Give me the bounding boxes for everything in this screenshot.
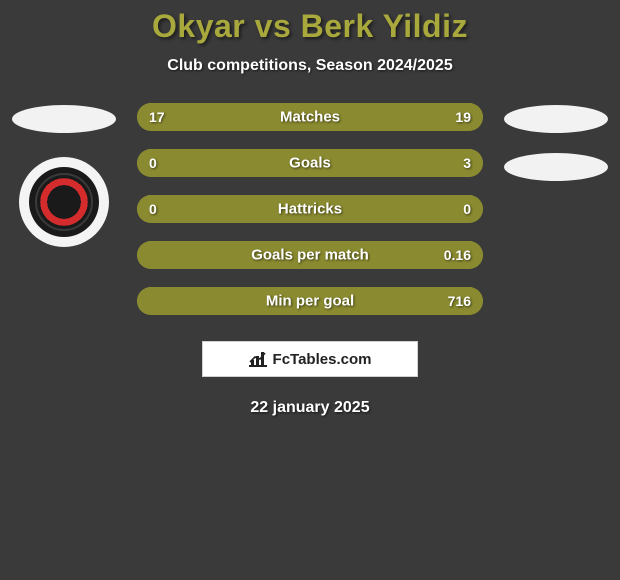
stat-value-right: 19 <box>455 109 471 125</box>
brand-box[interactable]: FcTables.com <box>202 341 418 377</box>
stat-value-left: 17 <box>149 109 165 125</box>
stat-value-right: 3 <box>463 155 471 171</box>
stat-bars: 17 Matches 19 0 Goals 3 0 Hattricks 0 <box>137 103 483 315</box>
player-left-club-badge <box>19 157 109 247</box>
stat-bar-goals: 0 Goals 3 <box>137 149 483 177</box>
stat-bar-goals-per-match: Goals per match 0.16 <box>137 241 483 269</box>
club-badge-icon <box>29 167 99 237</box>
stat-label: Goals <box>289 155 331 172</box>
comparison-card: Okyar vs Berk Yildiz Club competitions, … <box>0 0 620 417</box>
footer-date: 22 january 2025 <box>0 399 620 417</box>
stat-bar-matches: 17 Matches 19 <box>137 103 483 131</box>
page-title: Okyar vs Berk Yildiz <box>0 8 620 45</box>
stat-label: Hattricks <box>278 201 342 218</box>
brand-text: FcTables.com <box>273 351 372 368</box>
stat-value-left: 0 <box>149 201 157 217</box>
stat-value-right: 0 <box>463 201 471 217</box>
stat-bar-hattricks: 0 Hattricks 0 <box>137 195 483 223</box>
player-left-avatar-placeholder <box>12 105 116 133</box>
stat-label: Goals per match <box>251 247 369 264</box>
stat-bar-min-per-goal: Min per goal 716 <box>137 287 483 315</box>
player-right-club-placeholder <box>504 153 608 181</box>
layout: 17 Matches 19 0 Goals 3 0 Hattricks 0 <box>0 103 620 315</box>
stat-fill-left <box>137 287 158 315</box>
stat-label: Min per goal <box>266 293 354 310</box>
stat-value-right: 0.16 <box>444 247 471 263</box>
subtitle: Club competitions, Season 2024/2025 <box>0 57 620 75</box>
player-left-column <box>9 103 119 247</box>
player-right-column <box>501 103 611 181</box>
stat-value-right: 716 <box>448 293 471 309</box>
stat-value-left: 0 <box>149 155 157 171</box>
stat-label: Matches <box>280 109 340 126</box>
stat-fill-left <box>137 241 158 269</box>
player-right-avatar-placeholder <box>504 105 608 133</box>
chart-icon <box>249 351 267 367</box>
